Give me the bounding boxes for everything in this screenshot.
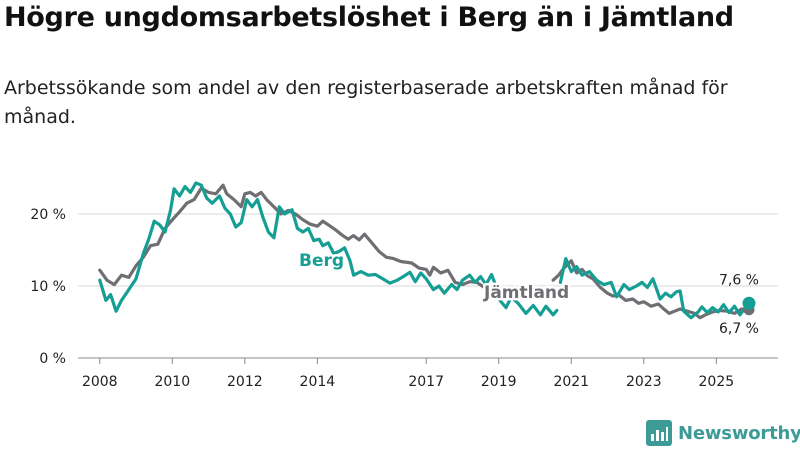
x-tick-label: 2021 (553, 374, 589, 390)
jamtland-end-label: 6,7 % (719, 321, 759, 337)
jamtland-series-line (551, 259, 751, 320)
x-tick-label: 2025 (699, 374, 735, 390)
x-tick-label: 2008 (82, 374, 118, 390)
berg-series-line (497, 295, 559, 317)
berg-series-line (98, 181, 497, 313)
brand-name: Newsworthy (678, 422, 800, 444)
jamtland-series-label: Jämtland (483, 283, 569, 303)
y-tick-label: 10 % (30, 279, 66, 295)
jamtland-series-label-halo: Jämtland (483, 283, 569, 303)
chart-title: Högre ungdomsarbetslöshet i Berg än i Jä… (4, 2, 734, 33)
newsworthy-logo-icon (646, 420, 672, 446)
x-tick-label: 2019 (481, 374, 517, 390)
berg-series-line (558, 257, 751, 320)
berg-end-label: 7,6 % (719, 272, 759, 288)
x-tick-label: 2012 (227, 374, 263, 390)
x-tick-label: 2010 (154, 374, 190, 390)
x-tick-label: 2014 (300, 374, 336, 390)
chart-subtitle: Arbetssökande som andel av den registerb… (4, 77, 728, 128)
x-tick-label: 2023 (626, 374, 662, 390)
berg-end-point (742, 296, 756, 310)
y-tick-label: 20 % (30, 207, 66, 223)
berg-series-label-halo: Berg (299, 251, 344, 271)
x-tick-label: 2017 (408, 374, 444, 390)
y-tick-label: 0 % (39, 351, 66, 367)
jamtland-series-line (98, 183, 492, 294)
berg-series-label: Berg (299, 251, 344, 271)
brand-logo: Newsworthy (646, 420, 800, 446)
